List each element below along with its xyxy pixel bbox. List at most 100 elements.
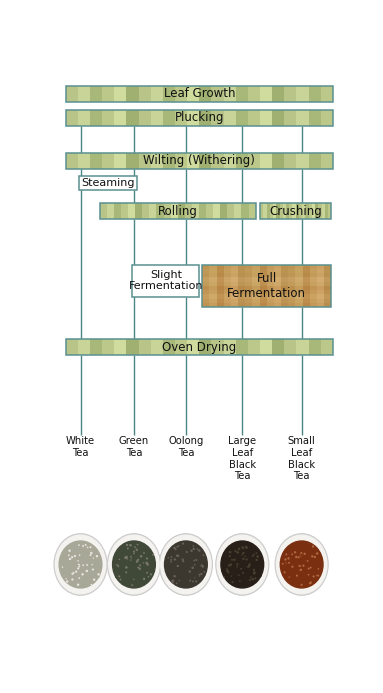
FancyBboxPatch shape xyxy=(133,265,199,297)
FancyBboxPatch shape xyxy=(66,109,78,126)
FancyBboxPatch shape xyxy=(164,203,171,219)
FancyBboxPatch shape xyxy=(202,265,210,307)
FancyBboxPatch shape xyxy=(202,290,331,295)
Point xyxy=(180,554,186,565)
Point xyxy=(75,559,82,570)
Point xyxy=(172,561,178,572)
FancyBboxPatch shape xyxy=(260,203,331,219)
Point xyxy=(299,579,305,590)
Point xyxy=(118,574,124,585)
Point xyxy=(144,546,150,557)
Point xyxy=(122,550,128,561)
Point xyxy=(80,541,86,552)
Point xyxy=(168,554,174,565)
Point xyxy=(247,541,253,552)
Text: Leaf Growth: Leaf Growth xyxy=(164,87,235,100)
Point xyxy=(250,554,257,565)
FancyBboxPatch shape xyxy=(216,265,224,307)
FancyBboxPatch shape xyxy=(151,340,163,356)
Point xyxy=(135,562,141,573)
FancyBboxPatch shape xyxy=(202,269,331,273)
FancyBboxPatch shape xyxy=(199,86,211,102)
FancyBboxPatch shape xyxy=(157,203,164,219)
Point xyxy=(60,568,66,579)
Point xyxy=(180,565,187,577)
FancyBboxPatch shape xyxy=(202,273,331,277)
Point xyxy=(231,554,237,565)
Point xyxy=(229,554,235,565)
Point xyxy=(181,545,187,556)
Point xyxy=(192,559,198,570)
Point xyxy=(239,550,245,561)
Point xyxy=(287,572,293,584)
FancyBboxPatch shape xyxy=(90,86,102,102)
Point xyxy=(87,542,93,553)
Point xyxy=(258,559,264,570)
Ellipse shape xyxy=(216,534,269,595)
Point xyxy=(234,561,241,572)
Point xyxy=(285,563,291,574)
Point xyxy=(180,556,186,567)
Point xyxy=(170,575,177,586)
Point xyxy=(172,574,178,585)
FancyBboxPatch shape xyxy=(328,203,331,219)
Point xyxy=(299,566,305,577)
Point xyxy=(123,562,129,573)
FancyBboxPatch shape xyxy=(100,203,256,219)
Point xyxy=(282,567,288,578)
Point xyxy=(85,577,91,588)
Point xyxy=(285,555,291,566)
Point xyxy=(233,574,239,585)
Point xyxy=(91,545,97,556)
Point xyxy=(84,559,90,570)
FancyBboxPatch shape xyxy=(139,109,151,126)
Point xyxy=(72,574,79,585)
Point xyxy=(127,539,133,550)
Point xyxy=(287,576,293,587)
FancyBboxPatch shape xyxy=(102,109,114,126)
FancyBboxPatch shape xyxy=(202,295,331,299)
Point xyxy=(238,563,244,574)
Text: Slight
Fermentation: Slight Fermentation xyxy=(129,270,203,291)
Point xyxy=(80,566,86,577)
Point xyxy=(298,564,304,575)
FancyBboxPatch shape xyxy=(151,86,163,102)
Point xyxy=(72,550,78,561)
Point xyxy=(167,548,173,559)
FancyBboxPatch shape xyxy=(321,86,333,102)
FancyBboxPatch shape xyxy=(202,277,331,281)
FancyBboxPatch shape xyxy=(211,109,224,126)
FancyBboxPatch shape xyxy=(305,203,309,219)
FancyBboxPatch shape xyxy=(321,109,333,126)
Point xyxy=(89,559,95,570)
Ellipse shape xyxy=(275,534,328,595)
FancyBboxPatch shape xyxy=(264,203,267,219)
Point xyxy=(131,548,137,559)
Point xyxy=(131,546,137,557)
Point xyxy=(251,549,257,560)
Point xyxy=(240,545,246,556)
FancyBboxPatch shape xyxy=(236,152,248,168)
Point xyxy=(196,545,202,556)
FancyBboxPatch shape xyxy=(309,340,321,356)
Point xyxy=(134,552,141,563)
FancyBboxPatch shape xyxy=(231,265,238,307)
FancyBboxPatch shape xyxy=(114,109,126,126)
Point xyxy=(194,572,200,583)
FancyBboxPatch shape xyxy=(281,265,288,307)
Point xyxy=(83,561,89,572)
Point xyxy=(116,554,123,565)
Point xyxy=(283,549,289,560)
FancyBboxPatch shape xyxy=(78,152,90,168)
Point xyxy=(239,542,246,553)
Point xyxy=(295,556,301,567)
Point xyxy=(314,548,320,559)
Point xyxy=(247,562,253,573)
Point xyxy=(226,567,232,578)
Point xyxy=(128,540,134,551)
Point xyxy=(177,575,183,586)
FancyBboxPatch shape xyxy=(270,203,273,219)
FancyBboxPatch shape xyxy=(66,340,333,356)
Point xyxy=(315,570,321,581)
Point xyxy=(179,550,185,561)
